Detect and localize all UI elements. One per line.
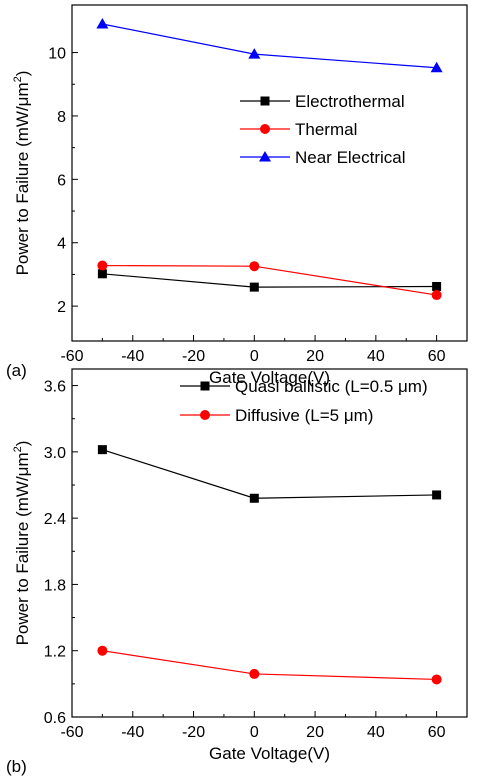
data-point <box>97 445 107 455</box>
y-tick-label: 8 <box>57 109 66 126</box>
y-tick-label: 3.0 <box>44 445 66 462</box>
panel-b-chart: -60 -40 -20 0 20 40 60 0.6 1.2 1.8 2.4 3.0 3.6 Gate V… <box>6 368 468 776</box>
x-tick-label: 20 <box>306 724 324 741</box>
panel-a-chart: -60 -40 -20 0 20 40 60 2 4 6 8 10 Gate Voltage(V) Pow… <box>6 4 468 387</box>
x-axis-label: Gate Voltage(V) <box>209 744 330 763</box>
legend-marker <box>260 124 270 134</box>
data-point <box>431 674 442 685</box>
x-tick-label: 40 <box>367 724 385 741</box>
y-tick-label: 1.8 <box>44 577 66 594</box>
y-axis-label-main: Power to Failure (mW/ <box>13 476 32 645</box>
x-tick-label: 60 <box>428 724 446 741</box>
y-tick-label: 3.6 <box>44 379 66 396</box>
x-tick-label: -60 <box>60 348 83 365</box>
y-axis-label: Power to Failure (mW/μm2) <box>12 71 32 276</box>
x-tick-label: 40 <box>367 348 385 365</box>
y-tick-label: 2.4 <box>44 511 66 528</box>
panel-label: (b) <box>6 757 27 776</box>
series-line <box>102 23 437 69</box>
y-axis-label-close: ) <box>13 71 32 77</box>
data-point <box>248 48 261 59</box>
panel-label: (a) <box>6 361 27 380</box>
x-tick-label: 60 <box>428 348 446 365</box>
series-line <box>102 273 437 288</box>
legend-marker <box>200 381 210 391</box>
x-axis-label: Gate Voltage(V) <box>209 368 330 387</box>
data-point <box>249 282 259 292</box>
data-point <box>97 260 108 271</box>
legend-label: Electrothermal <box>295 92 405 111</box>
data-point <box>432 281 442 291</box>
series-line <box>102 650 437 681</box>
legend-label: Diffusive (L=5 μm) <box>235 406 373 425</box>
plot-frame <box>71 4 468 342</box>
legend: Electrothermal Thermal Near Electrical <box>240 92 406 167</box>
y-axis-label: Power to Failure (mW/μm2) <box>12 441 32 646</box>
legend-label: Near Electrical <box>295 148 406 167</box>
series-line <box>102 449 437 499</box>
x-tick-label: -20 <box>182 348 205 365</box>
data-point <box>96 18 109 29</box>
y-axis-label-close: ) <box>13 441 32 447</box>
y-axis-label-superscript: 2 <box>12 76 24 82</box>
data-point <box>97 645 108 656</box>
data-point <box>249 668 260 679</box>
y-tick-label: 10 <box>48 46 66 63</box>
legend-marker <box>259 151 271 162</box>
legend: Quasi ballistic (L=0.5 μm) Diffusive (L=5… <box>180 377 428 425</box>
x-tick-label: 0 <box>250 348 259 365</box>
y-tick-label: 0.6 <box>44 710 66 727</box>
y-axis-label-unit: μm <box>13 82 32 106</box>
series-line <box>102 264 437 296</box>
x-tick-label: 20 <box>306 348 324 365</box>
legend-label: Thermal <box>295 120 357 139</box>
data-point <box>430 61 443 73</box>
x-tick-label: -20 <box>182 724 205 741</box>
data-point <box>249 261 260 272</box>
y-tick-label: 1.2 <box>44 644 66 661</box>
legend-label: Quasi ballistic (L=0.5 μm) <box>235 377 428 396</box>
x-tick-label: -40 <box>121 724 144 741</box>
y-axis-label-superscript: 2 <box>12 446 24 452</box>
y-axis-label-main: Power to Failure (mW/ <box>13 106 32 275</box>
y-tick-label: 6 <box>57 172 66 189</box>
y-tick-label: 2 <box>57 299 66 316</box>
plot-frame <box>71 368 468 718</box>
x-tick-label: -40 <box>121 348 144 365</box>
data-point <box>431 290 442 301</box>
data-point <box>249 493 259 503</box>
y-axis-label-unit: μm <box>13 452 32 476</box>
legend-marker <box>200 410 210 420</box>
x-tick-label: -60 <box>60 724 83 741</box>
data-point <box>97 269 107 279</box>
y-tick-label: 4 <box>57 236 66 253</box>
data-point <box>432 490 442 500</box>
x-tick-label: 0 <box>250 724 259 741</box>
legend-marker <box>260 96 270 106</box>
